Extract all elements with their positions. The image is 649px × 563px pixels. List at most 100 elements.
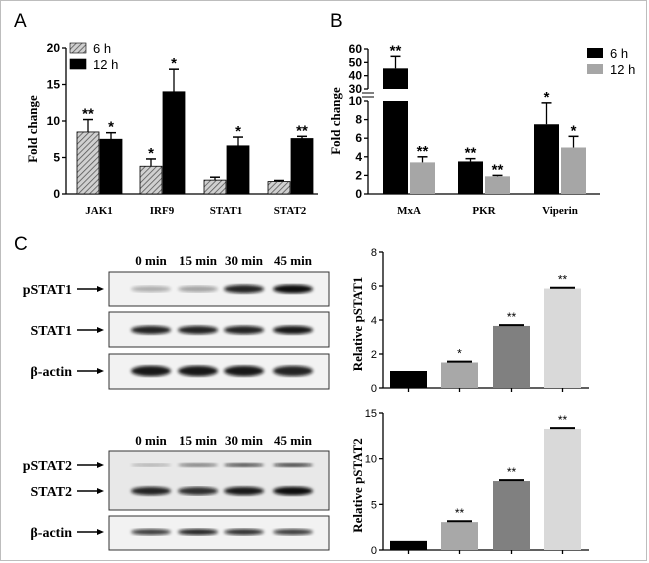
bar-30min	[493, 481, 530, 550]
protein-band	[178, 528, 218, 536]
y-tick-label: 10	[365, 454, 377, 466]
western-blot-stat1: 0 min 15 min 30 min 45 min pSTAT1 STAT1 β-acti…	[23, 253, 330, 390]
x-category-label: STAT2	[274, 205, 307, 217]
lane-label: 30 min	[225, 433, 264, 448]
protein-band	[224, 528, 264, 536]
bar-0min	[390, 371, 427, 388]
significance-marker: *	[235, 123, 241, 140]
y-axis-label: Relative pSTAT1	[350, 277, 365, 372]
blot-membrane	[108, 450, 330, 511]
protein-band	[224, 463, 264, 467]
y-tick-label: 5	[371, 499, 377, 511]
panel-label-a: A	[14, 11, 27, 32]
chart-c-pstat2: 0 5 10 15 Relative pSTAT2 ** ** **	[350, 408, 589, 557]
bar-12h-PKR	[485, 176, 510, 194]
protein-band	[273, 325, 313, 335]
significance-marker: *	[171, 55, 177, 72]
arrowhead-icon	[97, 286, 104, 292]
x-category-label: JAK1	[85, 205, 113, 217]
legend-label: 6 h	[610, 46, 628, 61]
lane-label: 0 min	[135, 433, 167, 448]
bar-45min	[544, 288, 581, 388]
significance-marker: **	[296, 122, 308, 139]
y-tick-label: 10	[47, 114, 61, 128]
protein-band	[178, 325, 218, 335]
row-label: pSTAT1	[23, 283, 72, 298]
protein-band	[224, 365, 264, 377]
protein-band	[178, 365, 218, 377]
y-tick-label: 2	[355, 168, 362, 182]
y-axis-label: Fold change	[25, 95, 40, 163]
protein-band	[273, 365, 313, 377]
significance-marker: **	[417, 143, 429, 160]
row-label: pSTAT2	[23, 459, 72, 474]
y-axis-label: Fold change	[328, 87, 343, 155]
x-category-label: PKR	[472, 205, 496, 217]
y-tick-label: 4	[355, 150, 362, 164]
y-tick-label: 0	[355, 187, 362, 201]
legend-label: 6 h	[93, 41, 111, 56]
bar-6h-Viperin	[534, 124, 559, 194]
y-tick-label: 50	[349, 55, 363, 69]
bar-6h-JAK1	[76, 131, 100, 195]
y-tick-label: 6	[371, 281, 377, 293]
bar-6h-STAT2	[267, 181, 291, 195]
significance-marker: **	[390, 42, 402, 59]
bar-6h-MxA-upper	[383, 68, 408, 89]
lane-label: 30 min	[225, 253, 264, 268]
bar-15min	[441, 362, 478, 388]
protein-band	[131, 529, 171, 535]
row-label: STAT2	[31, 485, 73, 500]
arrowhead-icon	[97, 327, 104, 333]
y-tick-label: 2	[371, 349, 377, 361]
protein-band	[224, 486, 264, 496]
legend-label: 12 h	[93, 57, 118, 72]
y-tick-label: 0	[371, 545, 377, 557]
x-category-label: Viperin	[542, 205, 578, 217]
significance-marker: **	[507, 310, 517, 324]
protein-band	[273, 463, 313, 467]
lane-label: 15 min	[179, 253, 218, 268]
panel-label-b: B	[330, 11, 343, 32]
legend-swatch-1	[587, 64, 603, 74]
bar-45min	[544, 428, 581, 550]
significance-marker: *	[108, 119, 114, 136]
protein-band	[224, 284, 264, 294]
lane-label: 0 min	[135, 253, 167, 268]
protein-band	[178, 486, 218, 496]
lane-label: 15 min	[179, 433, 218, 448]
y-tick-label: 30	[349, 82, 363, 96]
significance-marker: **	[507, 465, 517, 479]
protein-band	[131, 286, 171, 292]
x-category-label: MxA	[397, 205, 421, 217]
lane-label: 45 min	[274, 433, 313, 448]
protein-band	[131, 486, 171, 496]
bar-12h-Viperin	[561, 147, 586, 194]
protein-band	[178, 285, 218, 293]
significance-marker: **	[465, 145, 477, 162]
bar-6h-STAT1	[203, 179, 227, 195]
y-tick-label: 15	[47, 78, 61, 92]
significance-marker: **	[558, 273, 568, 287]
protein-band	[273, 529, 313, 535]
protein-band	[273, 486, 313, 496]
y-tick-label: 8	[371, 247, 377, 259]
bar-12h-STAT1	[226, 145, 250, 195]
protein-band	[131, 463, 171, 467]
y-tick-label: 4	[371, 315, 377, 327]
significance-marker: *	[148, 145, 154, 162]
bar-12h-IRF9	[162, 91, 186, 195]
arrowhead-icon	[97, 488, 104, 494]
significance-marker: **	[492, 161, 504, 178]
legend-label: 12 h	[610, 62, 635, 77]
y-tick-label: 20	[47, 41, 61, 55]
y-tick-label: 15	[365, 408, 377, 420]
arrowhead-icon	[97, 462, 104, 468]
bar-30min	[493, 325, 530, 388]
row-label: β-actin	[30, 526, 72, 541]
significance-marker: **	[82, 106, 94, 123]
bar-6h-IRF9	[139, 165, 163, 195]
arrowhead-icon	[97, 368, 104, 374]
